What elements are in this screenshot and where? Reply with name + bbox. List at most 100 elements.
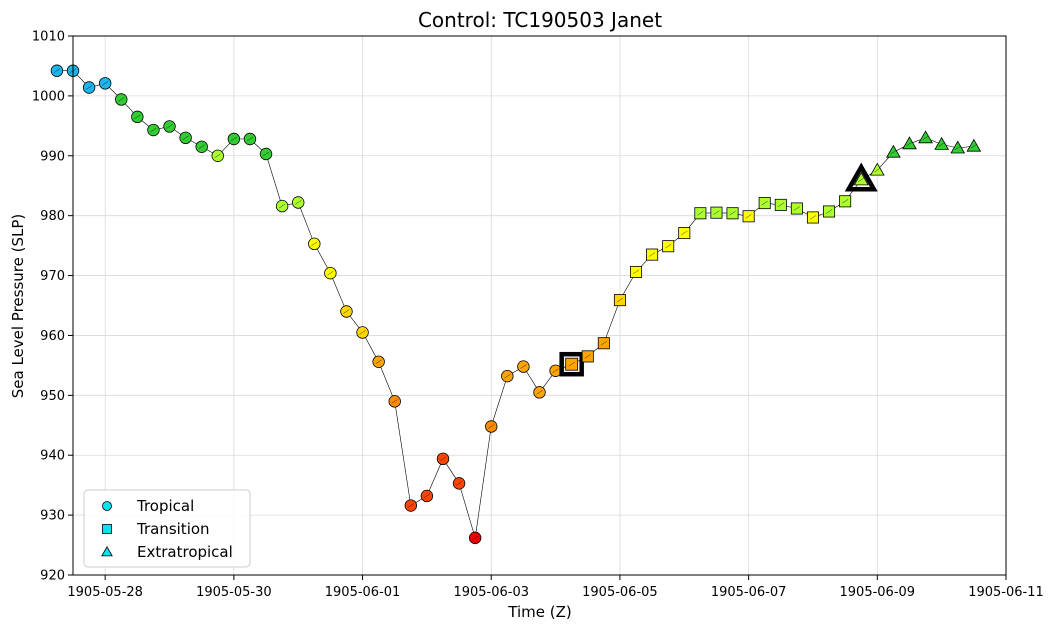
point-stroke (439, 456, 447, 461)
y-tick-label: 970 (40, 269, 65, 284)
point-stroke (842, 199, 849, 204)
y-tick-label: 1000 (32, 89, 65, 104)
data-point-57 (966, 138, 982, 152)
y-tick-label: 920 (40, 569, 65, 584)
point-stroke (85, 85, 93, 90)
highlight-marker (559, 351, 584, 377)
point-stroke (423, 493, 431, 499)
legend-label: Extratropical (137, 543, 233, 561)
plot-frame (72, 35, 1007, 576)
x-tick-label: 1905-06-07 (711, 585, 787, 600)
y-axis-title: Sea Level Pressure (SLP) (9, 214, 27, 399)
point-stroke (777, 202, 784, 208)
point-stroke (327, 270, 334, 276)
point-stroke (858, 177, 865, 182)
legend-label: Tropical (136, 497, 194, 515)
y-tick-label: 960 (40, 329, 65, 344)
data-point-52 (886, 144, 901, 158)
point-stroke (890, 150, 897, 155)
data-point-54 (918, 130, 933, 144)
legend-label: Transition (136, 520, 210, 538)
legend-box (83, 489, 251, 568)
point-stroke (729, 211, 736, 216)
point-stroke (648, 252, 656, 257)
point-stroke (134, 114, 141, 120)
point-stroke (970, 144, 977, 149)
point-stroke (536, 390, 543, 395)
point-stroke (874, 167, 881, 173)
point-stroke (520, 364, 527, 369)
data-point-55 (934, 136, 950, 150)
point-stroke (311, 241, 318, 246)
point-stroke (407, 503, 414, 508)
x-tick-label: 1905-06-05 (582, 585, 658, 600)
x-tick-label: 1905-05-28 (67, 585, 143, 600)
point-stroke (102, 81, 109, 86)
point-stroke (198, 144, 205, 149)
track-polyline (56, 70, 974, 538)
point-stroke (504, 374, 511, 379)
point-stroke (906, 141, 913, 146)
point-stroke (681, 230, 688, 236)
point-stroke (922, 135, 929, 140)
point-stroke (391, 399, 398, 404)
chart-title: Control: TC190503 Janet (418, 8, 662, 32)
point-stroke (262, 151, 270, 157)
point-stroke (713, 210, 720, 215)
point-stroke (359, 330, 366, 335)
point-stroke (809, 215, 817, 220)
point-stroke (375, 359, 382, 364)
legend-marker-transition (102, 524, 112, 534)
y-tick-label: 1010 (32, 30, 65, 45)
point-stroke (761, 200, 768, 206)
point-stroke (552, 368, 559, 373)
data-point-51 (869, 162, 885, 176)
y-tick-label: 940 (40, 449, 65, 464)
point-stroke (600, 341, 607, 346)
data-points (50, 64, 982, 545)
point-stroke (472, 535, 479, 541)
point-stroke (150, 127, 157, 133)
point-stroke (954, 145, 961, 151)
point-stroke (584, 354, 591, 359)
x-tick-label: 1905-06-03 (453, 585, 529, 600)
y-axis-ticks: 920 930 940 950 960 970 980 990 1000 1010 (32, 30, 73, 584)
point-stroke (616, 297, 624, 303)
x-tick-label: 1905-06-01 (325, 585, 401, 600)
track-line (56, 70, 974, 538)
y-tick-label: 950 (40, 389, 65, 404)
x-axis-ticks: 1905-05-28 1905-05-30 1905-06-01 1905-06-03… (67, 575, 1044, 600)
legend-marker-tropical (102, 501, 112, 511)
legend: Tropical Transition Extratropical (83, 489, 251, 568)
point-stroke (343, 309, 350, 314)
data-point-50 (853, 172, 869, 186)
highlight-marker (844, 162, 878, 192)
point-stroke (568, 362, 575, 367)
x-tick-label: 1905-05-30 (196, 585, 272, 600)
point-stroke (182, 135, 189, 140)
point-stroke (825, 209, 833, 214)
point-stroke (166, 124, 173, 129)
data-point-53 (902, 136, 917, 150)
point-stroke (455, 481, 463, 486)
y-tick-label: 930 (40, 509, 65, 524)
point-stroke (295, 200, 302, 205)
y-tick-label: 980 (40, 209, 65, 224)
point-stroke (938, 142, 945, 147)
legend-marker-extratropical (101, 546, 113, 557)
y-tick-label: 990 (40, 149, 65, 164)
point-stroke (665, 244, 672, 249)
point-stroke (793, 206, 800, 211)
point-stroke (214, 153, 221, 158)
point-stroke (697, 211, 704, 216)
point-stroke (118, 97, 125, 102)
point-stroke (246, 136, 254, 142)
x-tick-label: 1905-06-11 (968, 585, 1044, 600)
point-stroke (279, 203, 286, 209)
point-stroke (488, 424, 495, 429)
point-stroke (230, 136, 237, 142)
point-stroke (53, 68, 61, 73)
point-stroke (632, 269, 640, 275)
x-axis-title: Time (Z) (507, 603, 571, 621)
